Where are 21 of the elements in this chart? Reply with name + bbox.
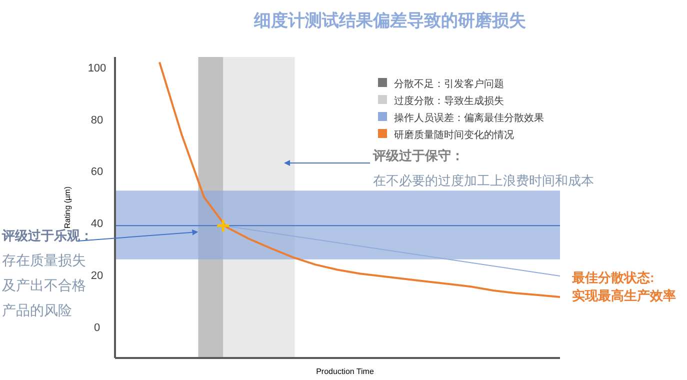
legend-label: 研磨质量随时间变化的情况	[394, 129, 514, 141]
text: 存在质量损失	[2, 252, 86, 268]
annotation: 在不必要的过度加工上浪费时间和成本	[373, 173, 594, 188]
text: 及产出不合格	[2, 277, 86, 293]
annotation: 分散不足：引发客户问题	[394, 78, 504, 90]
y-tick-label: 60	[90, 166, 104, 178]
y-tick-label: 100	[88, 62, 106, 74]
y-tick-label: 40	[90, 218, 104, 230]
legend-label: 操作人员误差：偏离最佳分散效果	[394, 112, 544, 124]
y-tick-label: 20	[90, 270, 104, 282]
annotation: 评级过于保守：	[372, 148, 464, 163]
annotation: 过度分散：导致生成损失	[394, 95, 504, 107]
y-tick-label: 0	[94, 322, 100, 334]
text: 最佳分散状态:	[571, 270, 654, 285]
text: 产品的风险	[2, 302, 72, 318]
text: 实现最高生产效率	[572, 288, 676, 303]
text: 评级过于乐观：	[1, 228, 93, 243]
chart-title: 细度计测试结果偏差导致的研磨损失	[253, 11, 526, 30]
y-tick-label: 80	[90, 114, 104, 126]
x-axis-title: Production Time	[316, 367, 374, 376]
y-axis-title: Rating (µm)	[63, 186, 72, 228]
